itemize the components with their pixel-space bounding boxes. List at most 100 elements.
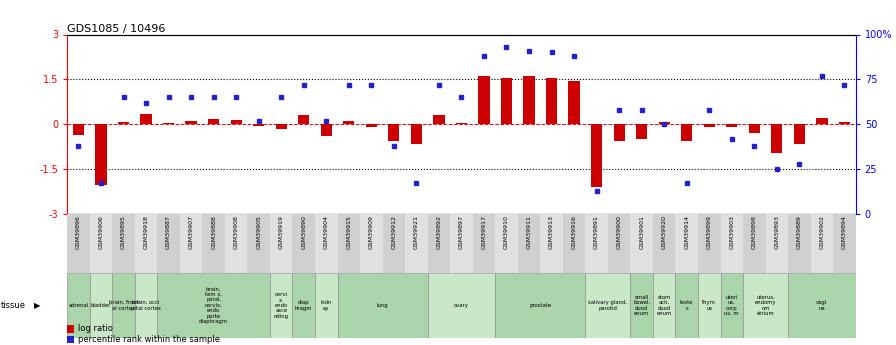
- Bar: [765, 214, 788, 273]
- Bar: [749, 124, 760, 133]
- Bar: [112, 214, 134, 273]
- Text: GDS1085 / 10496: GDS1085 / 10496: [67, 24, 166, 34]
- Bar: [276, 124, 287, 129]
- Text: GSM39900: GSM39900: [616, 215, 622, 249]
- Text: diap
hragm: diap hragm: [295, 300, 313, 310]
- Bar: [636, 124, 647, 139]
- Text: GSM39889: GSM39889: [797, 215, 802, 249]
- Bar: [456, 123, 467, 124]
- Text: GSM39894: GSM39894: [842, 215, 847, 249]
- Bar: [546, 78, 557, 124]
- Text: log ratio: log ratio: [78, 324, 113, 333]
- Bar: [743, 214, 765, 273]
- Bar: [343, 121, 355, 124]
- Bar: [67, 214, 90, 273]
- Text: GSM39902: GSM39902: [819, 215, 824, 249]
- Bar: [839, 122, 850, 124]
- Bar: [473, 214, 495, 273]
- Text: GSM39904: GSM39904: [323, 215, 329, 249]
- Text: brain, occi
pital cortex: brain, occi pital cortex: [131, 300, 161, 310]
- Bar: [720, 214, 743, 273]
- Text: teste
s: teste s: [680, 300, 694, 310]
- Text: brain,
tem x,
poral,
cervix,
endo
porte
diaphragm: brain, tem x, poral, cervix, endo porte …: [199, 287, 228, 324]
- Bar: [720, 273, 743, 338]
- Text: tissue: tissue: [1, 301, 26, 310]
- Bar: [90, 214, 112, 273]
- Text: thym
us: thym us: [702, 300, 716, 310]
- Bar: [788, 273, 856, 338]
- Text: GSM39912: GSM39912: [392, 215, 396, 249]
- Text: GSM39893: GSM39893: [774, 215, 780, 249]
- Bar: [90, 273, 112, 338]
- Text: GSM39915: GSM39915: [346, 215, 351, 249]
- Bar: [338, 273, 427, 338]
- Text: kidn
ey: kidn ey: [321, 300, 332, 310]
- Bar: [681, 124, 693, 141]
- Bar: [292, 214, 315, 273]
- Bar: [726, 124, 737, 127]
- Text: adrenal: adrenal: [68, 303, 89, 308]
- Bar: [118, 122, 129, 124]
- Bar: [95, 124, 107, 186]
- Bar: [653, 273, 676, 338]
- Bar: [410, 124, 422, 144]
- Bar: [73, 124, 84, 135]
- Bar: [230, 120, 242, 124]
- Bar: [788, 214, 811, 273]
- Bar: [134, 214, 158, 273]
- Text: GSM39905: GSM39905: [256, 215, 262, 249]
- Text: ▶: ▶: [34, 301, 40, 310]
- Bar: [653, 214, 676, 273]
- Bar: [405, 214, 427, 273]
- Text: small
bowel,
duod
enum: small bowel, duod enum: [633, 295, 650, 316]
- Bar: [247, 214, 270, 273]
- Text: GSM39911: GSM39911: [527, 215, 531, 249]
- Bar: [360, 214, 383, 273]
- Bar: [185, 121, 197, 124]
- Text: GSM39907: GSM39907: [188, 215, 194, 249]
- Text: GSM39887: GSM39887: [166, 215, 171, 249]
- Text: GSM39906: GSM39906: [99, 215, 104, 249]
- Text: GSM39892: GSM39892: [436, 215, 442, 249]
- Text: ovary: ovary: [454, 303, 469, 308]
- Text: uteri
us,
corp
us, m: uteri us, corp us, m: [725, 295, 739, 316]
- Text: bladder: bladder: [90, 303, 111, 308]
- Bar: [518, 214, 540, 273]
- Bar: [501, 78, 513, 124]
- Bar: [585, 214, 607, 273]
- Bar: [676, 214, 698, 273]
- Text: GSM39896: GSM39896: [76, 215, 81, 249]
- Bar: [771, 124, 782, 152]
- Text: GSM39890: GSM39890: [301, 215, 306, 249]
- Bar: [202, 214, 225, 273]
- Bar: [134, 273, 158, 338]
- Bar: [321, 124, 332, 136]
- Bar: [292, 273, 315, 338]
- Text: GSM39901: GSM39901: [639, 215, 644, 249]
- Text: lung: lung: [377, 303, 388, 308]
- Text: prostate: prostate: [530, 303, 551, 308]
- Bar: [383, 214, 405, 273]
- Bar: [495, 273, 585, 338]
- Bar: [811, 214, 833, 273]
- Bar: [495, 214, 518, 273]
- Text: percentile rank within the sample: percentile rank within the sample: [78, 335, 220, 344]
- Text: stom
ach,
duod
enum: stom ach, duod enum: [657, 295, 672, 316]
- Text: GSM39917: GSM39917: [481, 215, 487, 249]
- Bar: [631, 214, 653, 273]
- Text: GSM39918: GSM39918: [143, 215, 149, 249]
- Bar: [163, 123, 174, 124]
- Text: GSM39891: GSM39891: [594, 215, 599, 249]
- Text: brain, front
al cortex: brain, front al cortex: [108, 300, 138, 310]
- Text: GSM39919: GSM39919: [279, 215, 284, 249]
- Bar: [816, 118, 828, 124]
- Bar: [388, 124, 400, 141]
- Bar: [743, 273, 788, 338]
- Bar: [225, 214, 247, 273]
- Text: GSM39908: GSM39908: [234, 215, 238, 249]
- Bar: [450, 214, 473, 273]
- Text: vagi
na: vagi na: [816, 300, 828, 310]
- Bar: [523, 76, 535, 124]
- Bar: [427, 214, 450, 273]
- Bar: [585, 273, 631, 338]
